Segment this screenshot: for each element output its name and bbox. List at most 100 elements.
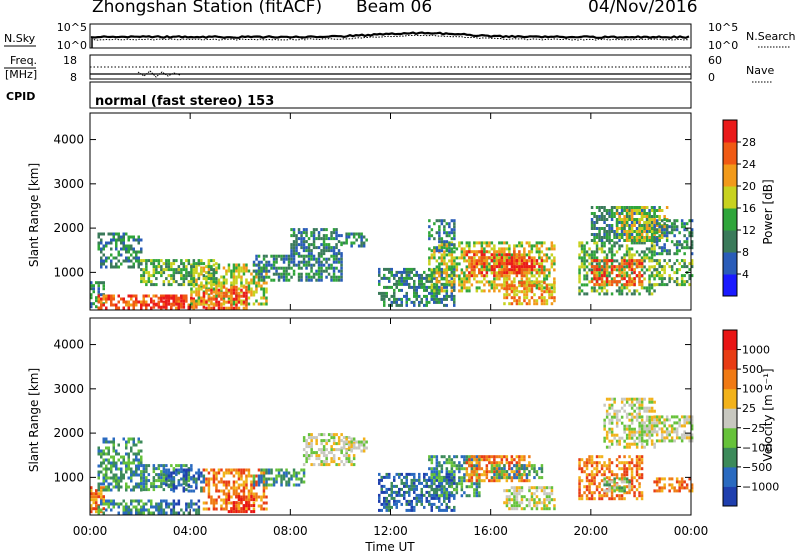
heatmap-cell [142, 268, 146, 272]
heatmap-cell [362, 235, 366, 239]
heatmap-cell [660, 280, 664, 284]
heatmap-cell [95, 305, 98, 309]
heatmap-cell [205, 468, 208, 472]
heatmap-cell [433, 253, 436, 257]
heatmap-cell [405, 300, 408, 304]
heatmap-cell [345, 442, 348, 446]
heatmap-cell [515, 470, 519, 474]
heatmap-cell [172, 502, 176, 506]
heatmap-cell [648, 250, 651, 254]
heatmap-cell [505, 277, 509, 281]
heatmap-cell [530, 256, 534, 260]
heatmap-cell [668, 219, 671, 223]
heatmap-cell [335, 237, 338, 241]
heatmap-cell [112, 235, 115, 239]
heatmap-cell [540, 486, 544, 490]
heatmap-cell [470, 473, 474, 477]
heatmap-cell [292, 474, 296, 478]
heatmap-cell [197, 274, 201, 278]
heatmap-cell [207, 281, 211, 285]
heatmap-cell [162, 296, 166, 300]
heatmap-cell [247, 507, 251, 511]
heatmap-cell [440, 490, 443, 494]
heatmap-cell [653, 212, 656, 215]
heatmap-cell [625, 239, 629, 242]
heatmap-cell [418, 499, 421, 503]
heatmap-cell [578, 253, 581, 257]
heatmap-cell [270, 266, 273, 270]
heatmap-cell [673, 252, 676, 256]
heatmap-cell [650, 271, 654, 275]
heatmap-cell [170, 296, 173, 300]
heatmap-cell [142, 303, 145, 307]
heatmap-cell [443, 262, 446, 266]
heatmap-cell [540, 284, 544, 288]
heatmap-cell [285, 275, 288, 279]
heatmap-cell [508, 287, 511, 291]
heatmap-cell [90, 281, 93, 285]
heatmap-cell [393, 478, 396, 482]
heatmap-cell [448, 455, 451, 459]
heatmap-cell [628, 218, 631, 221]
heatmap-cell [102, 502, 105, 506]
heatmap-cell [330, 278, 333, 282]
heatmap-cell [648, 265, 651, 269]
heatmap-cell [275, 474, 278, 478]
heatmap-cell [423, 493, 426, 497]
heatmap-cell [420, 297, 423, 301]
heatmap-cell [105, 473, 108, 477]
heatmap-cell [680, 277, 684, 281]
heatmap-cell [628, 268, 631, 272]
heatmap-cell [197, 287, 201, 291]
heatmap-cell [232, 480, 236, 484]
heatmap-cell [530, 268, 534, 272]
heatmap-cell [520, 244, 524, 248]
heatmap-cell [132, 437, 135, 441]
heatmap-cell [640, 239, 644, 242]
heatmap-cell [340, 275, 343, 279]
heatmap-cell [315, 272, 318, 276]
heatmap-cell [458, 479, 461, 483]
heatmap-cell [578, 479, 581, 483]
heatmap-cell [140, 511, 143, 515]
heatmap-cell [510, 302, 514, 306]
heatmap-cell [635, 250, 639, 254]
heatmap-cell [510, 281, 514, 285]
heatmap-cell [167, 476, 171, 480]
heatmap-cell [195, 290, 198, 294]
heatmap-cell [192, 489, 196, 493]
heatmap-cell [360, 449, 363, 453]
heatmap-cell [97, 306, 100, 310]
heatmap-cell [150, 280, 153, 284]
heatmap-cell [625, 236, 629, 239]
heatmap-cell [435, 493, 438, 497]
heatmap-cell [668, 274, 671, 278]
heatmap-cell [673, 228, 676, 232]
heatmap-cell [207, 303, 211, 307]
heatmap-cell [583, 244, 586, 248]
heatmap-cell [505, 473, 509, 477]
heatmap-cell [463, 277, 466, 281]
heatmap-cell [623, 221, 626, 224]
heatmap-cell [305, 260, 308, 264]
heatmap-cell [578, 289, 581, 293]
heatmap-cell [685, 246, 689, 250]
heatmap-cell [510, 256, 514, 260]
heatmap-cell [515, 302, 519, 306]
heatmap-cell [598, 470, 601, 474]
heatmap-cell [232, 510, 236, 514]
heatmap-cell [337, 439, 341, 443]
heatmap-cell [167, 471, 171, 475]
heatmap-cell [660, 209, 664, 212]
heatmap-cell [383, 499, 386, 503]
heatmap-cell [390, 270, 393, 274]
heatmap-cell [448, 259, 451, 263]
heatmap-cell [315, 228, 318, 232]
heatmap-cell [117, 485, 120, 489]
heatmap-cell [347, 454, 351, 458]
heatmap-cell [195, 477, 198, 481]
heatmap-cell [92, 507, 95, 511]
heatmap-cell [503, 253, 506, 257]
heatmap-cell [410, 267, 413, 271]
heatmap-cell [312, 254, 316, 258]
